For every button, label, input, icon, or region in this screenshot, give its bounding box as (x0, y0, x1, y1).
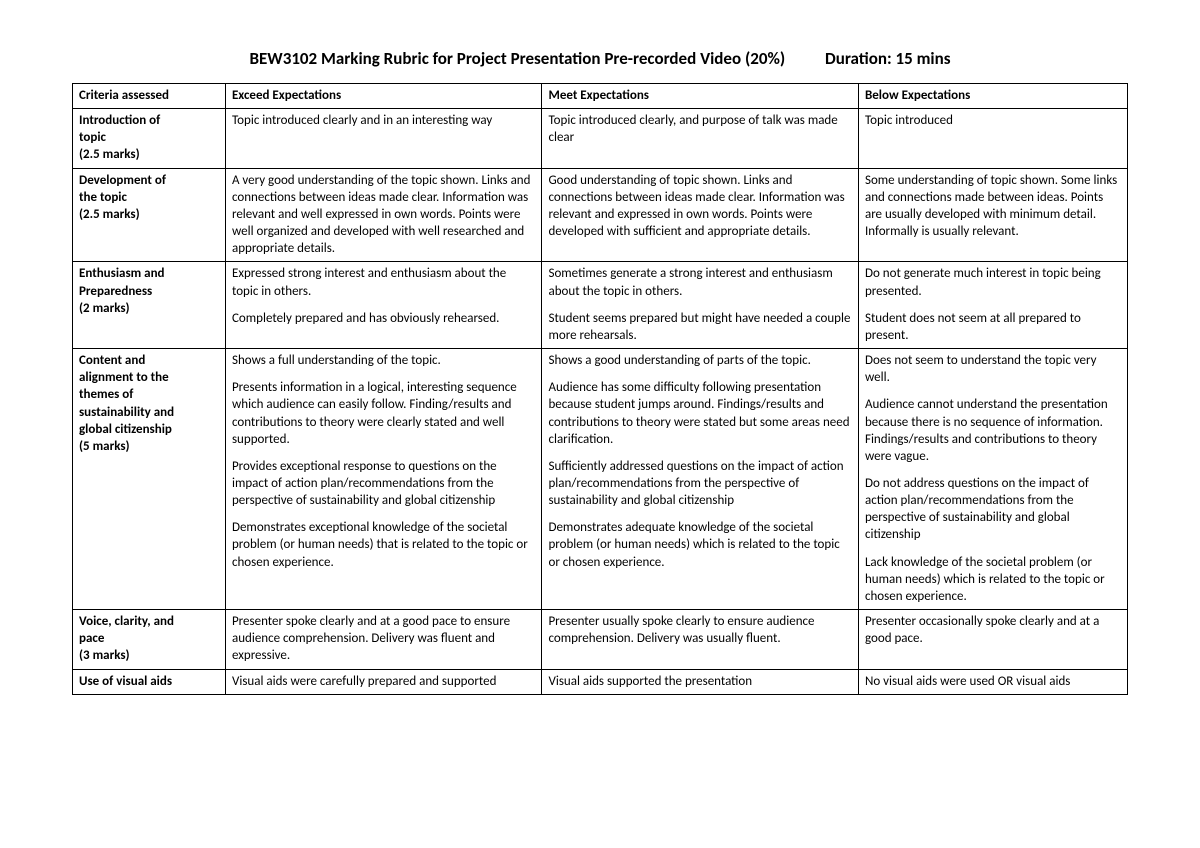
table-header-row: Criteria assessed Exceed Expectations Me… (73, 84, 1128, 109)
criteria-text: (5 marks) (79, 438, 219, 455)
cell-paragraph: Expressed strong interest and enthusiasm… (232, 265, 536, 299)
exceed-cell: Presenter spoke clearly and at a good pa… (225, 610, 542, 669)
criteria-text: the topic (79, 189, 219, 206)
below-cell: Some understanding of topic shown. Some … (858, 168, 1127, 262)
cell-paragraph: Provides exceptional response to questio… (232, 458, 536, 509)
criteria-cell: Voice, clarity, andpace(3 marks) (73, 610, 226, 669)
criteria-text: Use of visual aids (79, 673, 219, 690)
cell-paragraph: Completely prepared and has obviously re… (232, 310, 536, 327)
exceed-cell: Expressed strong interest and enthusiasm… (225, 262, 542, 349)
cell-paragraph: Presents information in a logical, inter… (232, 379, 536, 448)
col-header-meet: Meet Expectations (542, 84, 859, 109)
cell-paragraph: Presenter occasionally spoke clearly and… (865, 613, 1121, 647)
cell-paragraph: Some understanding of topic shown. Some … (865, 172, 1121, 241)
criteria-text: pace (79, 630, 219, 647)
exceed-cell: Topic introduced clearly and in an inter… (225, 109, 542, 168)
cell-paragraph: Topic introduced clearly and in an inter… (232, 112, 536, 129)
criteria-cell: Enthusiasm andPreparedness(2 marks) (73, 262, 226, 349)
criteria-text: global citizenship (79, 421, 219, 438)
table-row: Content andalignment to thethemes ofsust… (73, 349, 1128, 610)
criteria-text: Enthusiasm and (79, 265, 219, 282)
meet-cell: Presenter usually spoke clearly to ensur… (542, 610, 859, 669)
table-row: Development ofthe topic(2.5 marks)A very… (73, 168, 1128, 262)
col-header-below: Below Expectations (858, 84, 1127, 109)
cell-paragraph: Shows a good understanding of parts of t… (548, 352, 852, 369)
cell-paragraph: Sufficiently addressed questions on the … (548, 458, 852, 509)
criteria-cell: Development ofthe topic(2.5 marks) (73, 168, 226, 262)
table-row: Voice, clarity, andpace(3 marks)Presente… (73, 610, 1128, 669)
cell-paragraph: Visual aids supported the presentation (548, 673, 852, 690)
criteria-text: Development of (79, 172, 219, 189)
col-header-exceed: Exceed Expectations (225, 84, 542, 109)
cell-paragraph: Audience has some difficulty following p… (548, 379, 852, 448)
cell-paragraph: Visual aids were carefully prepared and … (232, 673, 536, 690)
cell-paragraph: Good understanding of topic shown. Links… (548, 172, 852, 241)
page: BEW3102 Marking Rubric for Project Prese… (0, 0, 1200, 848)
meet-cell: Sometimes generate a strong interest and… (542, 262, 859, 349)
table-row: Introduction oftopic(2.5 marks) Topic int… (73, 109, 1128, 168)
criteria-text: Voice, clarity, and (79, 613, 219, 630)
meet-cell: Shows a good understanding of parts of t… (542, 349, 859, 610)
document-title: BEW3102 Marking Rubric for Project Prese… (72, 48, 1128, 69)
cell-paragraph: Presenter spoke clearly and at a good pa… (232, 613, 536, 664)
cell-paragraph: No visual aids were used OR visual aids (865, 673, 1121, 690)
criteria-text: topic (79, 129, 219, 146)
title-main: BEW3102 Marking Rubric for Project Prese… (249, 48, 785, 69)
below-cell: No visual aids were used OR visual aids (858, 669, 1127, 694)
table-row: Enthusiasm andPreparedness(2 marks)Expre… (73, 262, 1128, 349)
criteria-text: (2.5 marks) (79, 146, 219, 163)
meet-cell: Topic introduced clearly, and purpose of… (542, 109, 859, 168)
criteria-text: Introduction of (79, 112, 219, 129)
cell-paragraph: Student does not seem at all prepared to… (865, 310, 1121, 344)
cell-paragraph: A very good understanding of the topic s… (232, 172, 536, 258)
cell-paragraph: Sometimes generate a strong interest and… (548, 265, 852, 299)
below-cell: Do not generate much interest in topic b… (858, 262, 1127, 349)
cell-paragraph: Do not generate much interest in topic b… (865, 265, 1121, 299)
rubric-table: Criteria assessed Exceed Expectations Me… (72, 83, 1128, 695)
cell-paragraph: Demonstrates exceptional knowledge of th… (232, 519, 536, 570)
title-duration: Duration: 15 mins (825, 48, 950, 69)
col-header-criteria: Criteria assessed (73, 84, 226, 109)
criteria-cell: Content andalignment to thethemes ofsust… (73, 349, 226, 610)
below-cell: Topic introduced (858, 109, 1127, 168)
exceed-cell: A very good understanding of the topic s… (225, 168, 542, 262)
exceed-cell: Visual aids were carefully prepared and … (225, 669, 542, 694)
criteria-text: themes of (79, 386, 219, 403)
meet-cell: Good understanding of topic shown. Links… (542, 168, 859, 262)
criteria-text: (2 marks) (79, 300, 219, 317)
cell-paragraph: Audience cannot understand the presentat… (865, 396, 1121, 465)
criteria-text: sustainability and (79, 404, 219, 421)
cell-paragraph: Student seems prepared but might have ne… (548, 310, 852, 344)
cell-paragraph: Does not seem to understand the topic ve… (865, 352, 1121, 386)
criteria-text: Preparedness (79, 283, 219, 300)
cell-paragraph: Demonstrates adequate knowledge of the s… (548, 519, 852, 570)
meet-cell: Visual aids supported the presentation (542, 669, 859, 694)
cell-paragraph: Topic introduced (865, 112, 1121, 129)
criteria-cell: Use of visual aids (73, 669, 226, 694)
criteria-text: Content and (79, 352, 219, 369)
cell-paragraph: Presenter usually spoke clearly to ensur… (548, 613, 852, 647)
cell-paragraph: Do not address questions on the impact o… (865, 475, 1121, 544)
exceed-cell: Shows a full understanding of the topic.… (225, 349, 542, 610)
cell-paragraph: Topic introduced clearly, and purpose of… (548, 112, 852, 146)
below-cell: Presenter occasionally spoke clearly and… (858, 610, 1127, 669)
criteria-text: (3 marks) (79, 647, 219, 664)
cell-paragraph: Shows a full understanding of the topic. (232, 352, 536, 369)
criteria-text: alignment to the (79, 369, 219, 386)
table-row: Use of visual aids Visual aids were caref… (73, 669, 1128, 694)
criteria-text: (2.5 marks) (79, 206, 219, 223)
below-cell: Does not seem to understand the topic ve… (858, 349, 1127, 610)
cell-paragraph: Lack knowledge of the societal problem (… (865, 554, 1121, 605)
criteria-cell: Introduction oftopic(2.5 marks) (73, 109, 226, 168)
